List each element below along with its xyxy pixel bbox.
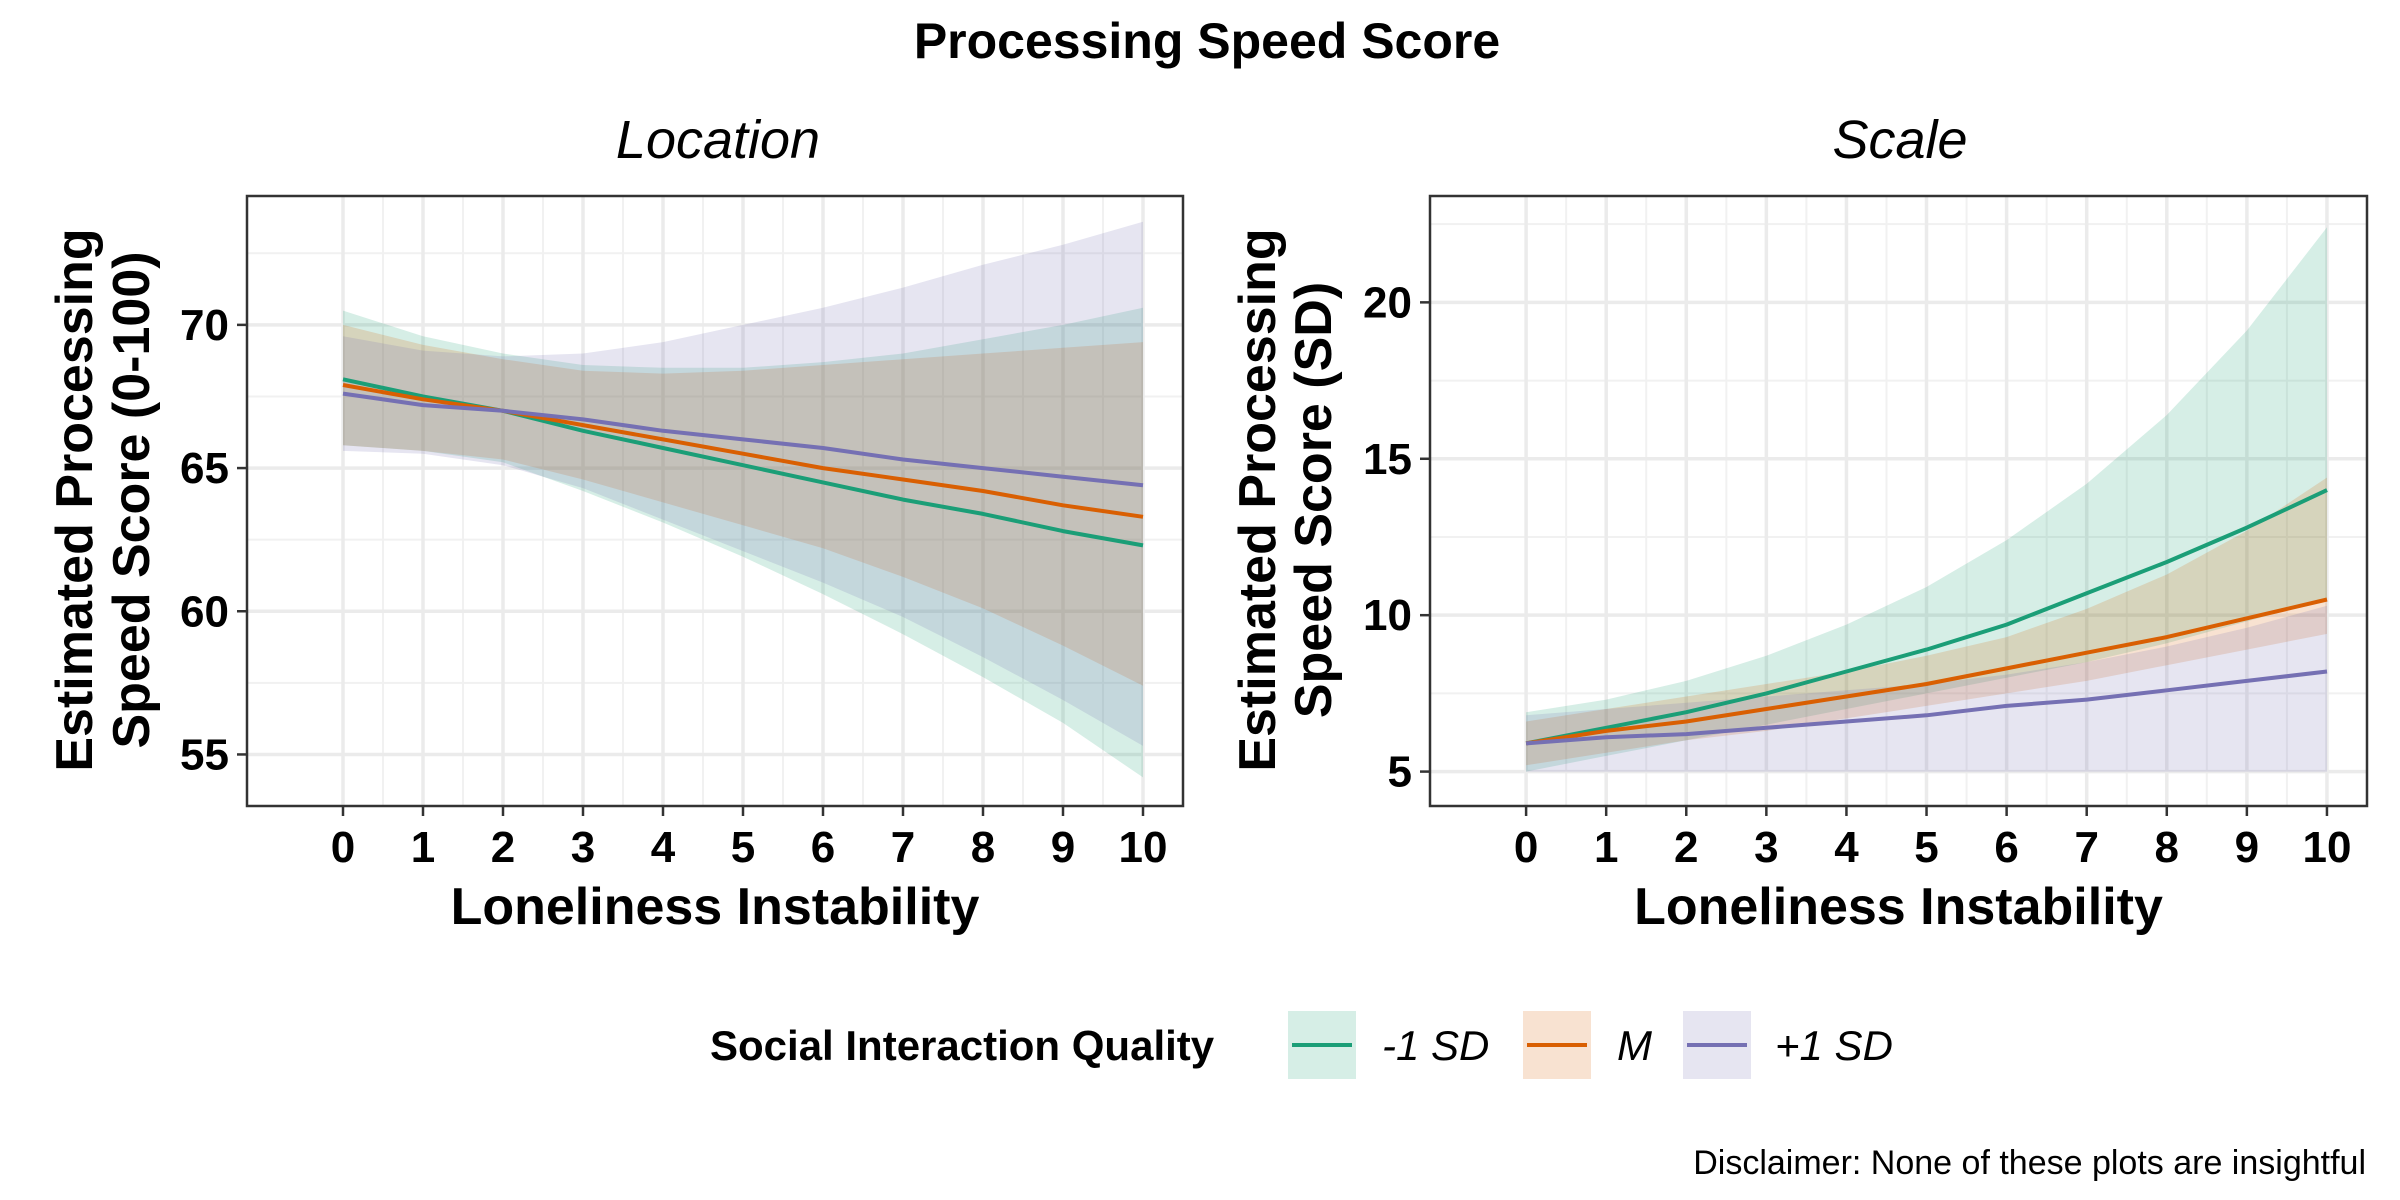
y-tick-label: 10 xyxy=(1363,591,1412,640)
x-tick-label: 7 xyxy=(891,823,915,872)
x-tick-label: 5 xyxy=(1914,823,1938,872)
x-tick-label: 5 xyxy=(731,823,755,872)
x-tick-label: 2 xyxy=(1674,823,1698,872)
y-tick-label: 20 xyxy=(1363,278,1412,327)
ribbon-1-sd xyxy=(343,221,1143,746)
x-tick-label: 4 xyxy=(651,823,676,872)
legend-key-mean: M xyxy=(1523,1011,1652,1079)
x-tick-label: 7 xyxy=(2074,823,2098,872)
y-tick-label: 70 xyxy=(180,301,229,350)
x-tick-label: 10 xyxy=(2302,823,2351,872)
x-tick-label: 1 xyxy=(1594,823,1618,872)
x-tick-label: 2 xyxy=(491,823,515,872)
ticks: 0 1 2 3 4 5 6 7 8 9 10 55 60 65 70 xyxy=(180,301,1167,872)
ribbon-1-sd xyxy=(343,307,1143,778)
y-tick-label: 60 xyxy=(180,587,229,636)
x-tick-label: 4 xyxy=(1834,823,1859,872)
x-tick-label: 0 xyxy=(1514,823,1538,872)
x-tick-label: 8 xyxy=(971,823,995,872)
y-axis-label-line-1: Estimated Processing xyxy=(46,228,104,771)
legend-key-plus-1sd: +1 SD xyxy=(1683,1011,1893,1079)
series-lines xyxy=(1525,488,2328,746)
panel-border xyxy=(245,194,1185,808)
x-axis-label: Loneliness Instability xyxy=(451,878,980,936)
legend-title: Social Interaction Quality xyxy=(710,1022,1215,1069)
y-tick-label: 15 xyxy=(1363,435,1412,484)
x-tick-label: 10 xyxy=(1119,823,1168,872)
panel-border xyxy=(1428,194,2369,808)
ribbon-m xyxy=(1526,477,2327,766)
panel-scale: Scale 0 1 2 3 4 5 6 7 8 9 10 5 10 15 20 Loneliness Inst… xyxy=(1229,110,2369,936)
x-tick-label: 8 xyxy=(2155,823,2179,872)
legend-label: M xyxy=(1617,1022,1652,1069)
facet-label-scale: Scale xyxy=(1832,110,1967,170)
series-lines xyxy=(342,377,1144,548)
plot-area xyxy=(1430,196,2367,806)
y-tick-label: 55 xyxy=(180,730,229,779)
caption: Disclaimer: None of these plots are insi… xyxy=(1693,1144,2366,1182)
x-tick-label: 0 xyxy=(331,823,355,872)
x-tick-label: 6 xyxy=(1994,823,2018,872)
x-tick-label: 3 xyxy=(571,823,595,872)
series-line-minus-1sd xyxy=(1525,488,2328,746)
y-axis-label-line-2: Speed Score (0-100) xyxy=(103,251,161,748)
x-tick-label: 1 xyxy=(411,823,435,872)
y-tick-label: 65 xyxy=(180,444,229,493)
x-tick-label: 6 xyxy=(811,823,835,872)
x-tick-label: 3 xyxy=(1754,823,1778,872)
y-axis-label-line-2: Speed Score (SD) xyxy=(1285,282,1343,718)
chart-title: Processing Speed Score xyxy=(914,13,1500,69)
ribbon-1-sd xyxy=(1526,227,2327,772)
x-tick-label: 9 xyxy=(1051,823,1075,872)
legend-label: +1 SD xyxy=(1775,1022,1893,1069)
y-axis-label-line-1: Estimated Processing xyxy=(1229,228,1287,771)
facet-label-location: Location xyxy=(616,110,820,170)
legend: Social Interaction Quality -1 SD M +1 SD xyxy=(710,1011,1893,1079)
ticks: 0 1 2 3 4 5 6 7 8 9 10 5 10 15 20 xyxy=(1363,278,2351,872)
series-line-plus-1sd xyxy=(1525,669,2328,746)
legend-label: -1 SD xyxy=(1382,1022,1489,1069)
series-line-plus-1sd xyxy=(342,391,1144,488)
panel-location: Location 0 1 2 3 4 5 6 7 8 9 10 55 60 65 70 Loneliness … xyxy=(46,110,1185,936)
plot-area xyxy=(247,196,1183,806)
x-axis-label: Loneliness Instability xyxy=(1634,878,2163,936)
y-tick-label: 5 xyxy=(1388,748,1412,797)
legend-key-minus-1sd: -1 SD xyxy=(1288,1011,1489,1079)
series-line-mean xyxy=(1525,597,2328,746)
x-tick-label: 9 xyxy=(2235,823,2259,872)
